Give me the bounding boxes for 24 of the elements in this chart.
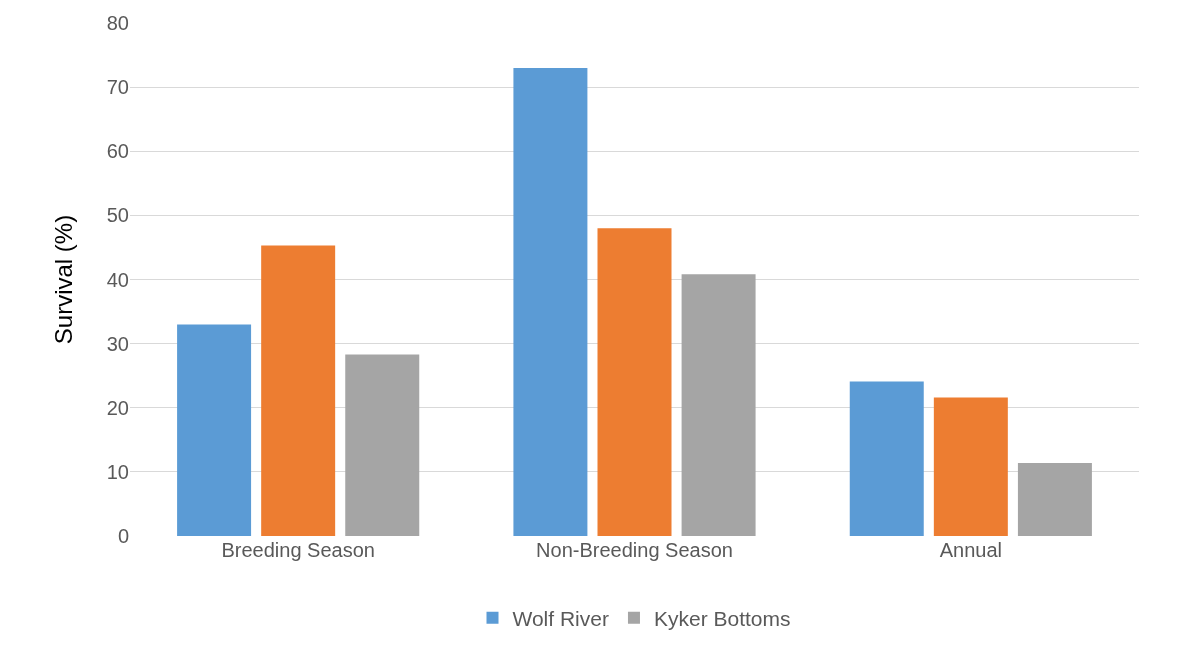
bar — [177, 324, 252, 536]
bar — [597, 228, 672, 536]
y-tick-label: 70 — [106, 76, 129, 99]
bar — [933, 397, 1008, 536]
bar — [681, 274, 756, 536]
y-tick-label: 80 — [106, 12, 129, 34]
y-tick-label: 30 — [106, 332, 129, 355]
bar — [513, 67, 588, 536]
y-tick-label: 0 — [117, 525, 129, 547]
bar — [261, 245, 336, 536]
x-tick-label: Breeding Season — [221, 539, 375, 561]
legend-label: Kyker Bottoms — [653, 606, 791, 630]
bar — [849, 381, 924, 536]
y-tick-label: 40 — [106, 268, 129, 291]
y-tick-label: 50 — [106, 204, 129, 227]
y-tick-label: 20 — [106, 396, 129, 419]
x-tick-label: Annual — [939, 539, 1002, 561]
x-tick-label: Non-Breeding Season — [536, 539, 733, 561]
y-tick-label: 60 — [106, 140, 129, 163]
bar — [1017, 462, 1092, 536]
legend-label: Wolf River — [512, 606, 609, 630]
y-axis-title: Survival (%) — [50, 214, 77, 345]
bar — [345, 354, 420, 536]
y-tick-label: 10 — [106, 460, 129, 483]
